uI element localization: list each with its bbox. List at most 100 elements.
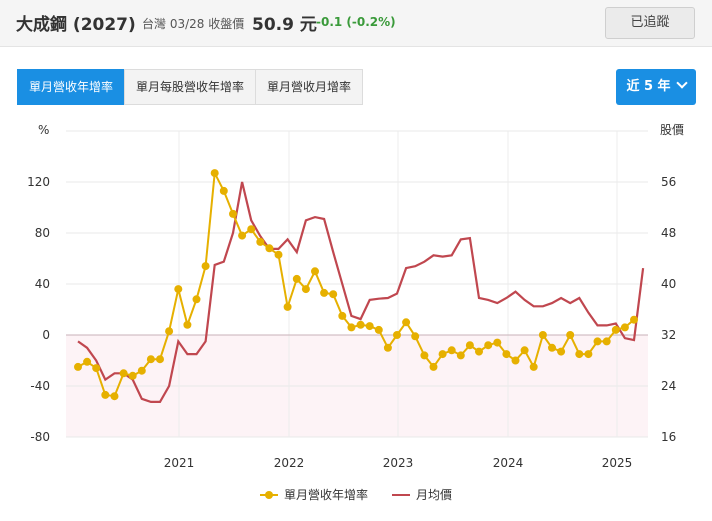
market-date: 台灣 03/28 收盤價 xyxy=(142,17,245,31)
data-point-yoy xyxy=(620,323,629,332)
data-point-yoy xyxy=(74,362,82,371)
tab-monthly-revenue-yoy[interactable]: 單月營收年增率 xyxy=(17,69,126,105)
legend-price-label[interactable]: 月均價 xyxy=(416,488,452,502)
data-point-yoy xyxy=(374,325,383,334)
y-left-tick-label: 0 xyxy=(42,328,50,342)
data-point-yoy xyxy=(274,250,283,259)
data-point-yoy xyxy=(320,288,329,297)
data-point-yoy xyxy=(247,225,256,234)
data-point-yoy xyxy=(511,356,520,365)
data-point-yoy xyxy=(630,315,638,324)
price-change: -0.1 (-0.2%) xyxy=(316,15,396,29)
series-line-price xyxy=(77,181,645,403)
y-right-tick-label: 24 xyxy=(661,379,676,393)
data-point-yoy xyxy=(475,347,483,356)
legend: 單月營收年增率 月均價 xyxy=(260,487,452,502)
data-point-yoy xyxy=(502,350,511,359)
data-point-yoy xyxy=(301,285,310,294)
data-point-yoy xyxy=(420,351,429,360)
tab-monthly-eps-revenue-yoy[interactable]: 單月每股營收年增率 xyxy=(124,69,257,105)
stock-header: 大成鋼 (2027) 台灣 03/28 收盤價 50.9 元 -0.1 (-0.… xyxy=(0,0,712,47)
data-point-yoy xyxy=(593,337,602,346)
data-point-yoy xyxy=(83,357,92,366)
data-point-yoy xyxy=(584,350,593,359)
y-left-tick-label: -40 xyxy=(30,379,50,393)
data-point-yoy xyxy=(402,318,411,327)
data-point-yoy xyxy=(229,209,237,218)
data-point-yoy xyxy=(192,295,201,304)
data-point-yoy xyxy=(566,331,575,339)
data-point-yoy xyxy=(356,320,365,329)
data-point-yoy xyxy=(329,290,338,299)
data-point-yoy xyxy=(611,325,620,334)
y-right-tick-label: 32 xyxy=(661,328,676,342)
data-point-yoy xyxy=(575,350,584,359)
metric-tabs: 單月營收年增率 單月每股營收年增率 單月營收月增率 xyxy=(17,69,364,105)
data-point-yoy xyxy=(201,262,210,271)
data-point-yoy xyxy=(602,337,611,346)
data-point-yoy xyxy=(92,364,101,373)
data-point-yoy xyxy=(347,323,356,332)
data-point-yoy xyxy=(447,346,456,355)
data-point-yoy xyxy=(493,338,502,347)
range-label: 近 5 年 xyxy=(626,79,671,94)
legend-yoy-marker xyxy=(265,491,273,499)
follow-button[interactable]: 已追蹤 xyxy=(605,7,695,39)
data-point-yoy xyxy=(174,285,183,294)
x-tick-label: 2025 xyxy=(602,456,633,470)
data-point-yoy xyxy=(101,390,110,399)
data-point-yoy xyxy=(429,362,438,371)
y-left-axis-label: % xyxy=(38,123,49,137)
x-tick-label: 2022 xyxy=(274,456,305,470)
y-left-tick-label: 40 xyxy=(35,277,50,291)
data-point-yoy xyxy=(119,369,128,378)
y-left-tick-label: -80 xyxy=(30,430,50,444)
y-right-tick-label: 16 xyxy=(661,430,676,444)
data-point-yoy xyxy=(256,237,265,246)
y-left-tick-label: 80 xyxy=(35,226,50,240)
data-point-yoy xyxy=(365,322,374,331)
data-point-yoy xyxy=(183,320,192,329)
data-point-yoy xyxy=(238,231,247,240)
data-point-yoy xyxy=(548,343,556,352)
y-right-tick-label: 48 xyxy=(661,226,676,240)
data-point-yoy xyxy=(128,371,137,380)
data-point-yoy xyxy=(456,351,465,360)
data-point-yoy xyxy=(393,331,401,339)
tab-monthly-revenue-mom[interactable]: 單月營收月增率 xyxy=(255,69,364,105)
range-dropdown-button[interactable]: 近 5 年 xyxy=(616,69,696,105)
data-point-yoy xyxy=(219,186,228,195)
series-line-yoy xyxy=(77,169,635,398)
x-tick-label: 2021 xyxy=(164,456,195,470)
data-point-yoy xyxy=(110,392,119,401)
data-point-yoy xyxy=(311,267,319,276)
data-point-yoy xyxy=(137,366,146,375)
data-point-yoy xyxy=(520,346,529,355)
data-point-yoy xyxy=(292,274,301,283)
data-point-yoy xyxy=(529,362,538,371)
data-point-yoy xyxy=(210,169,219,178)
data-point-yoy xyxy=(411,332,420,341)
data-point-yoy xyxy=(146,355,155,364)
data-point-yoy xyxy=(265,244,274,253)
data-point-yoy xyxy=(338,311,347,320)
data-point-yoy xyxy=(484,341,493,350)
y-right-axis-label: 股價 xyxy=(660,123,684,137)
data-point-yoy xyxy=(538,331,547,339)
y-right-tick-label: 56 xyxy=(661,175,676,189)
data-point-yoy xyxy=(383,343,392,352)
legend-yoy-label[interactable]: 單月營收年增率 xyxy=(284,487,368,502)
data-point-yoy xyxy=(165,327,174,336)
x-tick-label: 2024 xyxy=(493,456,524,470)
stock-name: 大成鋼 (2027) xyxy=(16,15,136,35)
stock-price: 50.9 元 xyxy=(252,15,317,35)
data-point-yoy xyxy=(283,302,292,311)
data-point-yoy xyxy=(557,347,566,356)
x-tick-label: 2023 xyxy=(383,456,414,470)
data-point-yoy xyxy=(438,350,447,359)
y-left-tick-label: 120 xyxy=(27,175,50,189)
data-point-yoy xyxy=(156,355,164,364)
data-point-yoy xyxy=(465,341,474,350)
y-right-tick-label: 40 xyxy=(661,277,676,291)
